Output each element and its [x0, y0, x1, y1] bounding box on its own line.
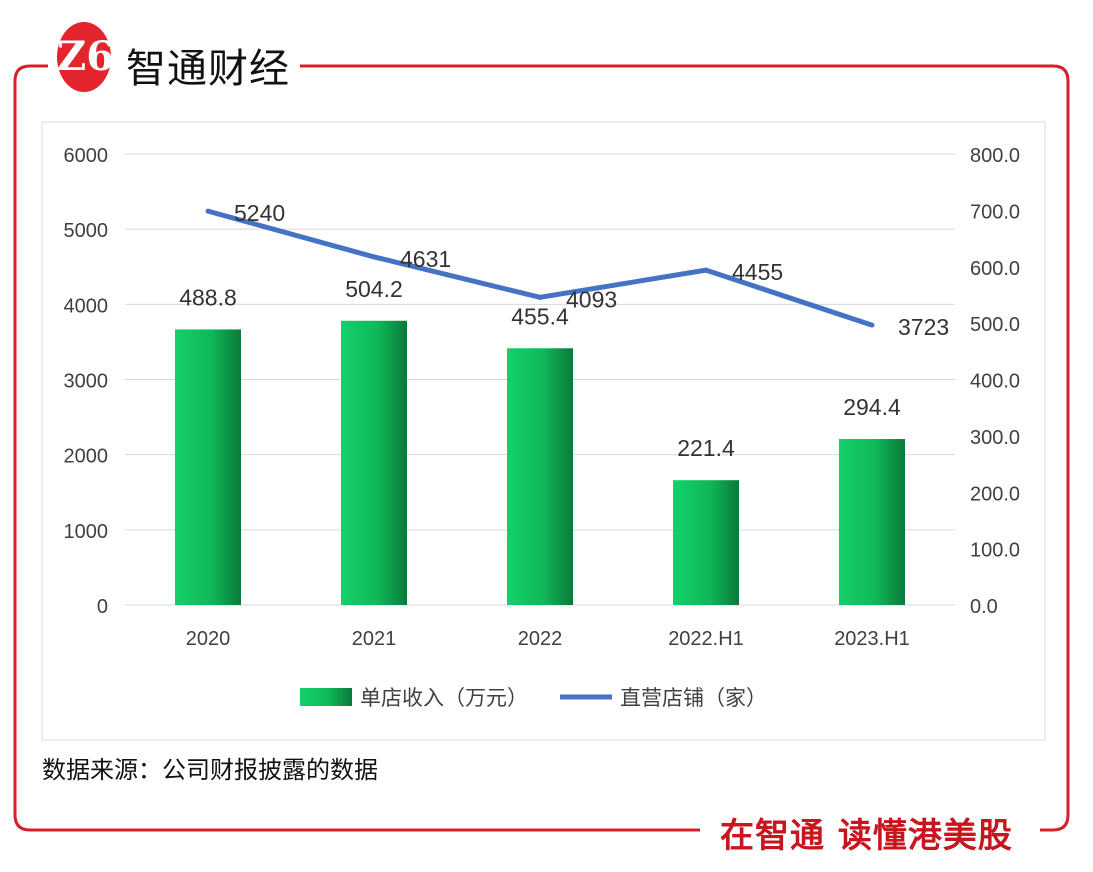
line-point — [537, 294, 543, 300]
x-axis-tick: 2022 — [518, 628, 563, 650]
bar-data-label: 294.4 — [843, 394, 901, 420]
left-axis-tick: 3000 — [64, 371, 109, 393]
brand-name: 智通财经 — [126, 36, 300, 94]
bar-data-label: 488.8 — [179, 284, 237, 310]
right-axis-tick: 200.0 — [970, 483, 1020, 505]
line-point — [869, 322, 875, 328]
logo-icon: Z6 — [57, 22, 114, 92]
x-axis-tick: 2022.H1 — [668, 628, 744, 650]
left-axis-tick: 6000 — [64, 145, 109, 167]
data-source: 数据来源：公司财报披露的数据 — [42, 756, 378, 784]
bar — [341, 320, 407, 605]
bar — [175, 329, 241, 605]
bar — [839, 439, 905, 605]
bar-data-label: 221.4 — [677, 435, 735, 461]
x-axis-tick: 2023.H1 — [834, 628, 910, 650]
legend-bar-swatch — [300, 688, 352, 706]
line-data-label: 3723 — [898, 314, 949, 340]
line-point — [703, 267, 709, 273]
right-axis-tick: 100.0 — [970, 540, 1020, 562]
line-data-label: 4631 — [400, 246, 451, 272]
legend-bar-label: 单店收入（万元） — [360, 686, 528, 710]
right-axis-tick: 400.0 — [970, 371, 1020, 393]
right-axis-tick: 300.0 — [970, 427, 1020, 449]
right-axis-tick: 0.0 — [970, 596, 998, 618]
left-axis-tick: 4000 — [64, 295, 109, 317]
x-axis-tick: 2021 — [352, 628, 397, 650]
slogan: 在智通 读懂港美股 — [712, 808, 1021, 857]
line-point — [205, 208, 211, 214]
right-axis-tick: 800.0 — [970, 145, 1020, 167]
x-axis-tick: 2020 — [186, 628, 231, 650]
right-axis-tick: 500.0 — [970, 314, 1020, 336]
bar-data-label: 455.4 — [511, 303, 569, 329]
left-axis-tick: 1000 — [64, 521, 109, 543]
legend-line-label: 直营店铺（家） — [620, 686, 767, 710]
bar-data-label: 504.2 — [345, 276, 403, 302]
line-point — [371, 254, 377, 260]
right-axis-tick: 700.0 — [970, 201, 1020, 223]
right-axis-tick: 600.0 — [970, 258, 1020, 280]
bar — [507, 348, 573, 605]
left-axis-tick: 5000 — [64, 220, 109, 242]
left-axis-tick: 0 — [97, 596, 108, 618]
line-data-label: 4455 — [732, 259, 783, 285]
line-data-label: 4093 — [566, 286, 617, 312]
bar — [673, 480, 739, 605]
left-axis-tick: 2000 — [64, 446, 109, 468]
line-data-label: 5240 — [234, 200, 285, 226]
